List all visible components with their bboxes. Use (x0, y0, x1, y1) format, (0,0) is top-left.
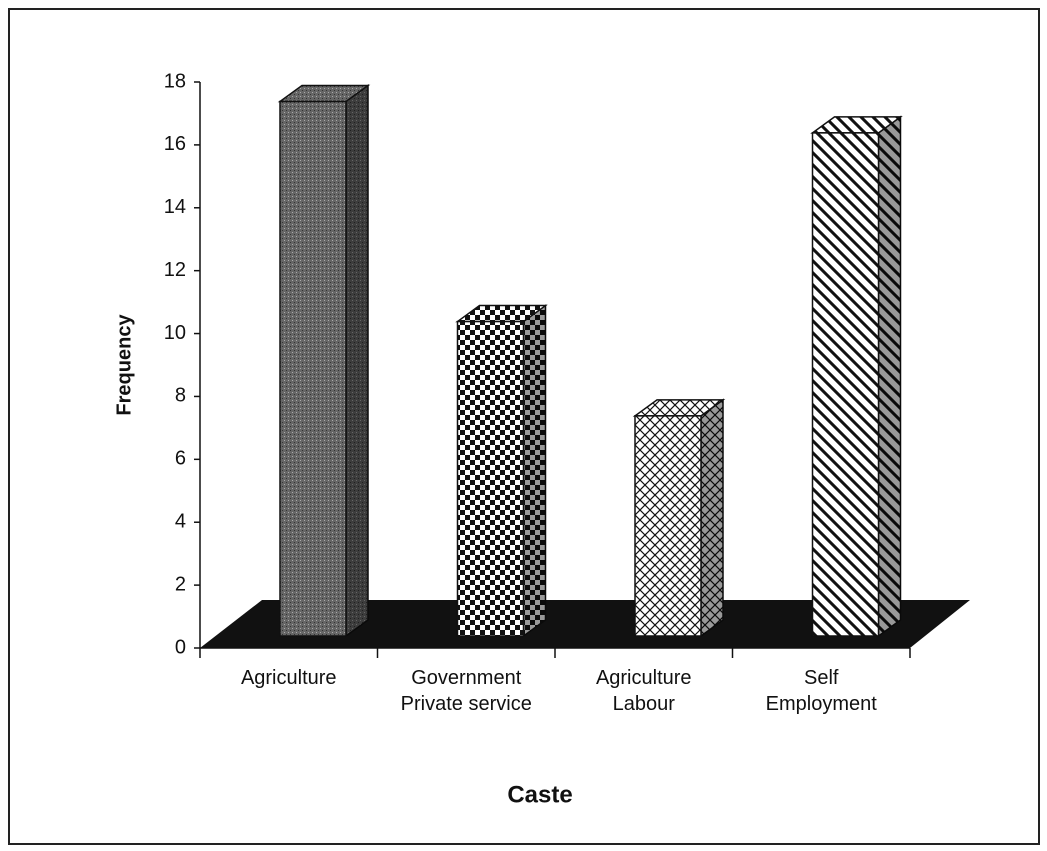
y-tick-label: 16 (164, 133, 186, 155)
x-axis-label: Caste (507, 781, 572, 808)
x-tick-label: Agriculture Labour (595, 667, 692, 715)
bar (279, 100, 347, 637)
y-axis-label: Frequency (113, 314, 135, 416)
bar-side (522, 304, 547, 638)
bar (634, 415, 702, 637)
y-tick-label: 10 (164, 322, 186, 344)
x-tick-label: Government Private service (400, 667, 532, 715)
y-tick-label: 4 (175, 511, 186, 533)
y-tick-label: 18 (164, 70, 186, 92)
bar-side (700, 398, 724, 638)
x-tick-label: Agriculture (240, 667, 337, 689)
x-tick-label: Self Employment (765, 667, 877, 715)
bar-side (877, 115, 902, 638)
y-tick-label: 6 (175, 448, 186, 470)
y-tick-label: 12 (164, 259, 186, 281)
bar (456, 320, 525, 637)
frame (8, 8, 1040, 845)
floor (200, 600, 970, 648)
y-tick-label: 14 (164, 196, 186, 218)
bar (811, 132, 880, 637)
y-tick-label: 0 (175, 636, 186, 658)
bar-side (345, 83, 369, 638)
y-tick-label: 2 (175, 573, 186, 595)
y-tick-label: 8 (175, 385, 186, 407)
